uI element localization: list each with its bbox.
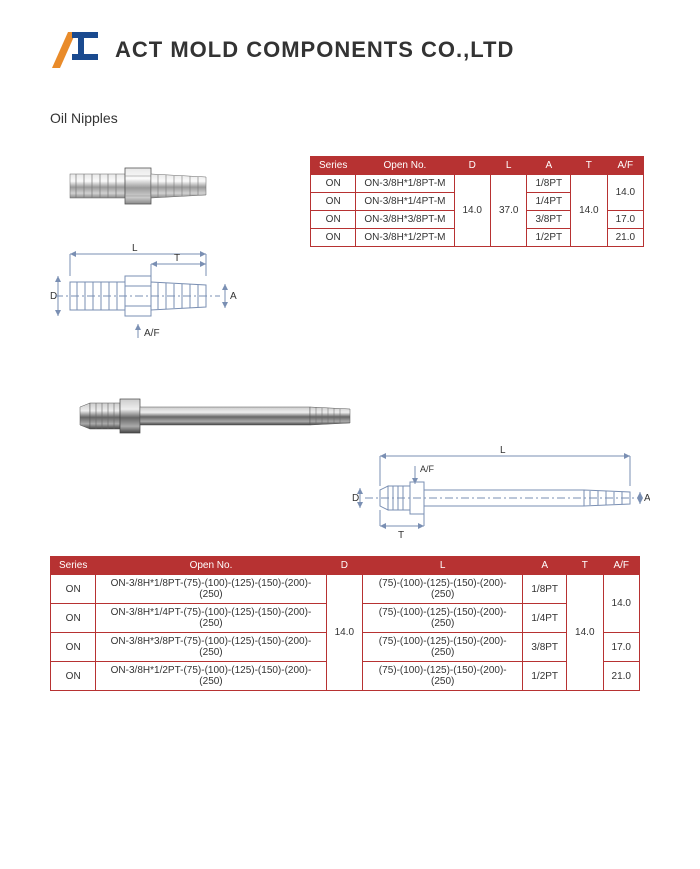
table-header: Series	[311, 157, 356, 175]
table-row: ONON-3/8H*1/8PT-M14.037.01/8PT14.014.0	[311, 175, 644, 193]
svg-text:L: L	[500, 446, 506, 456]
spec-table-short: SeriesOpen No.DLATA/FONON-3/8H*1/8PT-M14…	[310, 156, 644, 247]
table-header: A/F	[603, 557, 639, 575]
table-header: D	[326, 557, 362, 575]
company-name: ACT MOLD COMPONENTS CO.,LTD	[115, 37, 514, 63]
table-header: L	[490, 157, 526, 175]
svg-text:T: T	[398, 530, 404, 541]
long-nipple-photo	[50, 386, 650, 446]
spec-table-long: SeriesOpen No.DLATA/FONON-3/8H*1/8PT-(75…	[50, 556, 640, 691]
table-header: A	[527, 157, 571, 175]
table-header: T	[567, 557, 603, 575]
table-header: T	[571, 157, 607, 175]
table-header: A/F	[607, 157, 643, 175]
table-header: Series	[51, 557, 96, 575]
svg-text:D: D	[352, 493, 359, 504]
section-title: Oil Nipples	[50, 110, 650, 126]
svg-text:A: A	[644, 493, 650, 504]
svg-text:A/F: A/F	[144, 328, 160, 339]
svg-text:L: L	[132, 243, 138, 254]
svg-text:A/F: A/F	[420, 464, 435, 474]
table-header: L	[363, 557, 523, 575]
page-header: ACT MOLD COMPONENTS CO.,LTD	[50, 30, 650, 70]
long-nipple-diagram: L A/F D	[50, 446, 650, 546]
short-nipple-diagram: D	[50, 146, 280, 366]
company-logo	[50, 30, 100, 70]
table-header: A	[523, 557, 567, 575]
table-header: Open No.	[356, 157, 454, 175]
svg-text:T: T	[174, 253, 180, 264]
table-header: Open No.	[96, 557, 326, 575]
svg-text:A: A	[230, 291, 237, 302]
table-row: ONON-3/8H*1/8PT-(75)-(100)-(125)-(150)-(…	[51, 575, 640, 604]
table-header: D	[454, 157, 490, 175]
